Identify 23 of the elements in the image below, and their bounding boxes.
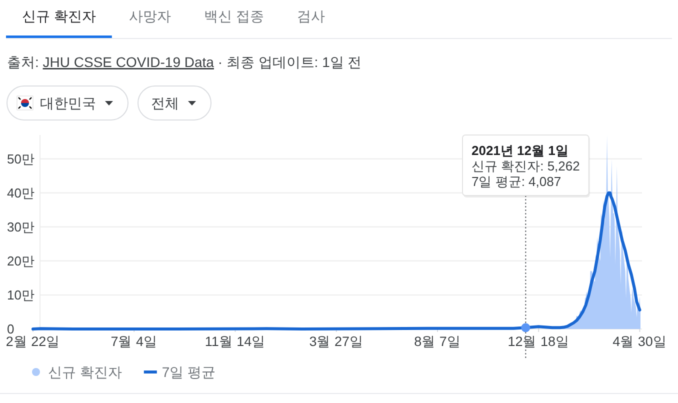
text: 사망자	[128, 8, 171, 24]
text: 검사	[296, 8, 325, 24]
x-tick-label: 12월 18일	[508, 334, 570, 349]
x-tick-label: 3월 27일	[309, 334, 364, 349]
legend-label: 7일 평균	[162, 364, 216, 380]
legend-label: 신규 확진자	[48, 364, 122, 380]
x-tick-label: 8월 7일	[414, 334, 461, 349]
source-note: 출처: JHU CSSE COVID-19 Data · 최종 업데이트: 1일 전	[7, 54, 362, 70]
text: 대한민국	[40, 95, 96, 111]
annotation: 2021년 12월 1일 신규 확진자: 5,262 7일 평균: 4,087	[471, 143, 580, 189]
text: 신규 확진자	[22, 8, 96, 24]
text: 백신 접종	[204, 8, 264, 24]
x-tick-label: 11월 14일	[204, 334, 266, 349]
x-tick-label: 7월 4일	[110, 334, 158, 349]
text: 전체	[151, 95, 179, 111]
y-tick-label: 10만	[7, 287, 34, 302]
y-tick-label: 40만	[7, 185, 34, 200]
y-tick-label: 30만	[7, 219, 34, 234]
y-tick-label: 20만	[7, 253, 34, 268]
y-tick-label: 0	[7, 322, 14, 336]
x-tick-label: 4월 30일	[612, 334, 667, 349]
x-tick-label: 2월 22일	[6, 334, 60, 349]
y-tick-label: 50만	[7, 151, 34, 166]
